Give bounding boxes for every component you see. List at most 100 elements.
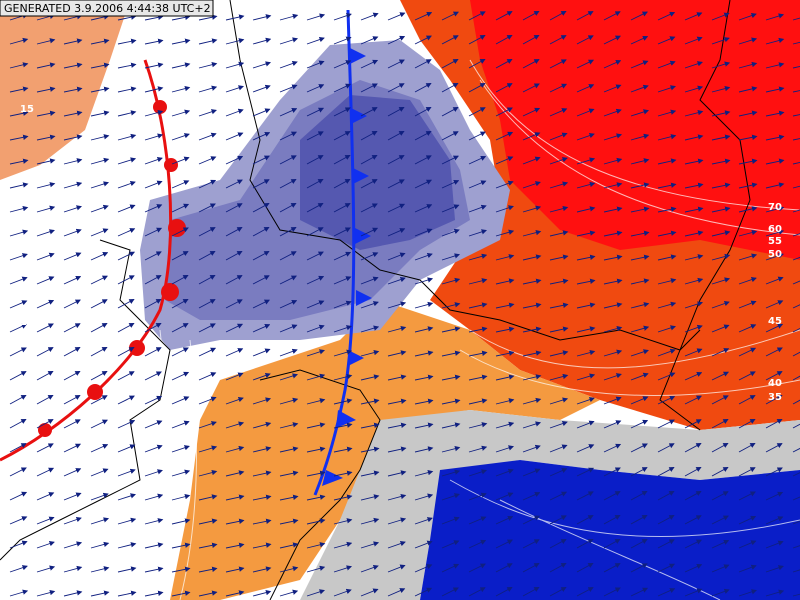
wind-arrow xyxy=(684,301,704,309)
wind-arrow xyxy=(549,157,568,165)
wind-arrow xyxy=(711,61,731,69)
contour-label: 60 xyxy=(768,224,782,235)
wind-arrow xyxy=(522,326,542,333)
wind-arrow xyxy=(522,563,540,573)
wind-arrow xyxy=(522,205,542,213)
wind-arrow xyxy=(90,299,108,309)
wind-arrow xyxy=(9,516,28,525)
wind-arrow xyxy=(36,229,55,237)
generated-label: GENERATED 3.9.2006 4:44:38 UTC+2 xyxy=(4,2,211,15)
wind-arrow xyxy=(9,229,29,237)
wind-arrow xyxy=(63,516,82,525)
wind-arrow xyxy=(198,38,218,45)
cold-area xyxy=(420,460,800,600)
wind-arrow xyxy=(414,374,434,381)
wind-arrow xyxy=(387,470,407,477)
wind-arrow xyxy=(198,494,218,501)
wind-arrow xyxy=(306,275,325,285)
wind-arrow xyxy=(360,517,380,525)
wind-arrow xyxy=(522,181,541,189)
wind-arrow xyxy=(711,419,729,429)
wind-arrow xyxy=(225,132,244,141)
wind-arrow xyxy=(657,490,675,501)
neutral-area xyxy=(300,410,800,600)
wind-arrow xyxy=(63,205,82,213)
wind-arrow xyxy=(225,421,245,429)
wind-arrow xyxy=(387,541,406,549)
wind-arrow xyxy=(495,302,515,309)
wind-arrow xyxy=(252,299,270,309)
wind-arrow xyxy=(414,398,434,405)
wind-arrow xyxy=(657,301,677,309)
wind-arrow xyxy=(333,276,352,285)
wind-arrow xyxy=(765,347,783,357)
wind-arrow xyxy=(468,302,488,309)
wind-arrow xyxy=(684,254,704,261)
wind-arrow xyxy=(495,83,513,93)
wind-arrow xyxy=(306,131,324,141)
wind-arrow xyxy=(765,37,785,45)
wind-arrow xyxy=(765,443,783,453)
wind-arrow xyxy=(414,59,432,69)
wind-arrow xyxy=(576,420,595,429)
wind-arrow xyxy=(171,133,190,141)
wind-arrow xyxy=(522,34,540,45)
wind-arrow xyxy=(468,204,487,213)
wind-arrow xyxy=(279,251,297,261)
wind-arrow xyxy=(765,182,785,189)
wind-arrow xyxy=(792,545,800,549)
wind-arrow xyxy=(792,447,800,453)
wind-arrow xyxy=(171,203,190,213)
wind-arrow xyxy=(252,372,271,381)
wind-arrow xyxy=(711,110,731,117)
wind-arrow xyxy=(171,274,189,285)
wind-arrow xyxy=(522,278,542,285)
wind-arrow xyxy=(333,349,353,357)
wind-arrow xyxy=(144,469,163,477)
wind-arrow xyxy=(306,251,324,261)
wind-arrow xyxy=(144,251,162,261)
wind-arrow xyxy=(90,134,110,141)
contour-label: 40 xyxy=(768,378,782,389)
wind-arrow xyxy=(333,154,351,165)
wind-arrow xyxy=(414,564,433,573)
wind-arrow xyxy=(495,11,513,21)
wind-arrow xyxy=(36,252,55,261)
wind-arrow xyxy=(171,62,191,69)
wind-arrow xyxy=(9,110,29,117)
wind-arrow xyxy=(441,587,459,597)
wind-arrow xyxy=(792,304,800,309)
wind-arrow xyxy=(333,203,351,213)
wind-arrow xyxy=(63,590,83,597)
wind-arrow xyxy=(711,134,731,141)
wind-arrow xyxy=(468,82,486,93)
wind-arrow xyxy=(468,374,488,381)
wind-arrow xyxy=(9,62,29,69)
wind-arrow xyxy=(441,228,460,237)
wind-arrow xyxy=(198,445,218,453)
wind-arrow xyxy=(144,62,164,69)
wind-arrow xyxy=(414,179,433,189)
wind-arrow xyxy=(603,302,623,309)
wind-arrow xyxy=(198,62,218,69)
wind-arrow xyxy=(90,86,110,93)
wind-arrow xyxy=(630,514,648,525)
wind-arrow xyxy=(657,60,676,69)
wind-arrow xyxy=(387,446,407,453)
wind-arrow xyxy=(63,38,83,45)
wind-arrow xyxy=(792,593,800,597)
wind-arrow xyxy=(225,61,245,69)
wind-arrow xyxy=(387,155,405,165)
wind-arrow xyxy=(144,133,164,141)
wind-arrow xyxy=(333,36,352,45)
wind-arrow xyxy=(306,155,324,165)
wind-arrow xyxy=(468,326,488,333)
wind-arrow xyxy=(441,204,460,213)
wind-arrow xyxy=(441,422,461,429)
wind-arrow xyxy=(711,324,730,333)
wind-arrow xyxy=(549,350,569,357)
wind-arrow xyxy=(90,14,110,21)
wind-arrow xyxy=(549,539,567,549)
wind-arrow xyxy=(306,589,325,597)
